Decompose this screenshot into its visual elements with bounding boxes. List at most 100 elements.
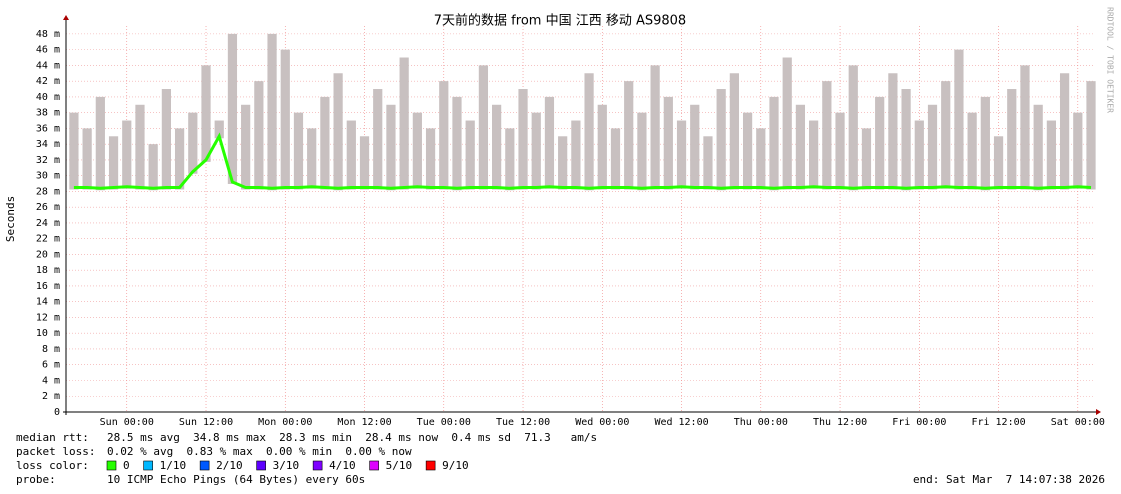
- smoke-bar: [597, 104, 607, 190]
- smoke-bar: [848, 65, 858, 191]
- smoke-bar: [558, 136, 568, 190]
- y-tick-label: 16 m: [36, 281, 60, 292]
- y-tick-label: 10 m: [36, 328, 60, 339]
- y-tick-label: 34 m: [36, 139, 60, 150]
- y-tick-label: 40 m: [36, 92, 60, 103]
- loss-text: 5/10: [386, 459, 413, 472]
- x-tick-label: Tue 12:00: [496, 417, 550, 428]
- smoke-bar: [1073, 112, 1083, 189]
- smoke-bar: [927, 104, 938, 190]
- smoke-bar: [888, 73, 898, 190]
- smoke-bar: [861, 128, 872, 190]
- smoke-bar: [293, 112, 304, 190]
- x-arrow: [1096, 409, 1101, 415]
- smoke-bar: [703, 136, 713, 190]
- y-tick-label: 32 m: [36, 155, 60, 166]
- x-tick-label: Sun 00:00: [100, 417, 154, 428]
- y-tick-label: 12 m: [36, 312, 60, 323]
- smoke-bar: [135, 104, 145, 190]
- smoke-bar: [95, 96, 105, 191]
- loss-swatch: [143, 460, 153, 471]
- smoke-bar: [465, 120, 475, 190]
- smoke-bar: [809, 120, 819, 189]
- smoke-bar: [729, 73, 739, 190]
- loss-swatch: [369, 460, 379, 471]
- loss-swatch: [425, 460, 436, 471]
- x-tick-label: Fri 00:00: [892, 417, 946, 428]
- median-line: [73, 132, 1092, 190]
- loss-text: 2/10: [216, 459, 243, 472]
- loss-label: loss color:: [16, 459, 89, 472]
- smoke-bar: [1033, 104, 1043, 191]
- y-tick-label: 8 m: [42, 344, 60, 355]
- smoke-bar: [822, 81, 832, 190]
- smoke-bar: [875, 96, 885, 190]
- loss-text: 0: [123, 459, 130, 472]
- smoke-bar: [967, 112, 977, 190]
- smoke-bar: [901, 89, 911, 191]
- x-tick-label: Thu 12:00: [813, 417, 867, 428]
- smoke-bar: [835, 112, 845, 190]
- y-arrow: [63, 15, 69, 20]
- smoke-bar: [637, 112, 647, 191]
- smoke-bar: [188, 112, 198, 174]
- y-tick-label: 20 m: [36, 249, 60, 260]
- x-tick-label: Tue 00:00: [417, 417, 471, 428]
- y-tick-label: 48 m: [36, 29, 60, 40]
- smoke-bar: [1059, 73, 1070, 190]
- smoke-bar: [425, 128, 436, 190]
- smoke-bar: [122, 120, 132, 189]
- probe-text: 10 ICMP Echo Pings (64 Bytes) every 60s: [107, 473, 365, 486]
- smoke-bar: [518, 89, 528, 190]
- x-tick-label: Thu 00:00: [734, 417, 788, 428]
- loss-swatch: [106, 460, 117, 471]
- smoke-bar: [174, 128, 185, 190]
- y-tick-label: 22 m: [36, 234, 60, 245]
- smoke-bar: [280, 49, 290, 190]
- x-tick-label: Sat 00:00: [1051, 417, 1105, 428]
- smoke-bar: [214, 120, 224, 139]
- end-text: end: Sat Mar 7 14:07:38 2026: [913, 473, 1105, 486]
- smoke-bar: [69, 112, 79, 190]
- y-tick-label: 44 m: [36, 60, 60, 71]
- y-tick-label: 2 m: [42, 391, 60, 402]
- smoke-bar: [346, 120, 356, 190]
- smoke-bar: [386, 104, 396, 191]
- y-tick-label: 18 m: [36, 265, 60, 276]
- loss-text: 1/10: [160, 459, 187, 472]
- smoke-bar: [531, 112, 541, 190]
- smoke-bar: [478, 65, 489, 190]
- smoke-bar: [584, 73, 594, 191]
- smoke-bar: [227, 33, 238, 184]
- x-tick-label: Fri 12:00: [971, 417, 1025, 428]
- stats-text: 0.02 % avg 0.83 % max 0.00 % min 0.00 % …: [107, 445, 412, 458]
- smoke-bar: [1046, 120, 1056, 190]
- smoke-bar: [782, 57, 792, 190]
- loss-text: 4/10: [329, 459, 356, 472]
- x-tick-label: Wed 12:00: [654, 417, 708, 428]
- loss-swatch: [256, 460, 266, 471]
- smoke-bar: [399, 57, 409, 190]
- y-tick-label: 30 m: [36, 171, 60, 182]
- smoke-bar: [663, 96, 673, 190]
- smoke-bar: [267, 33, 277, 191]
- smoke-bar: [716, 89, 726, 191]
- smoke-bar: [201, 65, 211, 162]
- stats-label: packet loss:: [16, 445, 95, 458]
- smoke-bar: [148, 144, 158, 191]
- smoke-bar: [492, 104, 502, 190]
- y-tick-label: 0: [54, 407, 60, 418]
- smoke-bar: [373, 89, 383, 190]
- y-tick-label: 26 m: [36, 202, 60, 213]
- y-tick-label: 36 m: [36, 123, 60, 134]
- smoke-bar: [1020, 65, 1030, 190]
- chart-title: 7天前的数据 from 中国 江西 移动 AS9808: [434, 13, 686, 29]
- smoke-bar: [941, 81, 951, 189]
- smoke-bar: [676, 120, 687, 189]
- smoke-bar: [993, 136, 1004, 190]
- smoke-bar: [108, 136, 119, 190]
- y-tick-label: 38 m: [36, 108, 60, 119]
- smoke-bar: [742, 112, 753, 190]
